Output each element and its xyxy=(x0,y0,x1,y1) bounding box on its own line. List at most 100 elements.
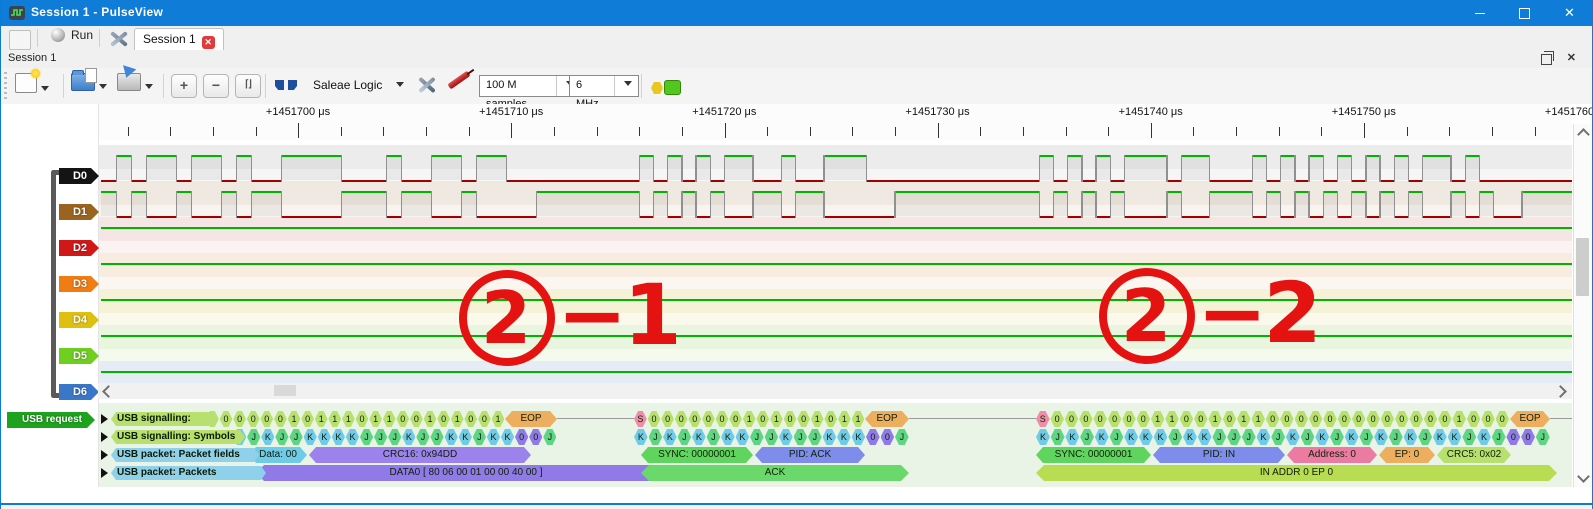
annotation-callout-1: 2 −1 xyxy=(459,266,699,374)
decode-field-cell: Data: 00 xyxy=(249,447,307,463)
decode-symbol-cell: J xyxy=(1418,429,1432,445)
decode-bit-cell: 0 xyxy=(1496,411,1510,427)
decode-bit-cell: 0 xyxy=(716,411,729,427)
decoder-group-label[interactable]: USB request xyxy=(7,412,95,428)
decode-symbol-cell: J xyxy=(430,429,443,445)
decode-symbol-cell: J xyxy=(808,429,822,445)
scroll-up-icon[interactable] xyxy=(1577,128,1590,141)
open-file-button[interactable] xyxy=(71,68,107,99)
dropdown-caret-icon[interactable] xyxy=(99,84,107,89)
trace-edge xyxy=(1166,155,1168,182)
trace-high-fill xyxy=(1252,157,1267,180)
trace-edge xyxy=(894,191,896,218)
ruler-tick-major xyxy=(724,123,726,138)
trace-high xyxy=(1379,191,1394,193)
trace-low xyxy=(1124,216,1167,218)
maximize-button[interactable] xyxy=(1502,0,1547,26)
close-button[interactable]: ✕ xyxy=(1564,5,1575,20)
trace-view[interactable]: +1451700 μs +1451710 μs +1451720 μs +145173… xyxy=(1,104,1592,487)
trace-high xyxy=(146,155,176,157)
channel-label-d1[interactable]: D1 xyxy=(59,204,99,220)
decode-symbol-cell: K xyxy=(1345,429,1359,445)
probe-button[interactable] xyxy=(447,70,475,99)
zoom-in-button[interactable]: + xyxy=(171,74,197,98)
trace-edge xyxy=(1123,191,1126,218)
ruler-tick-minor xyxy=(553,127,555,136)
time-ruler[interactable]: +1451700 μs +1451710 μs +1451720 μs +145173… xyxy=(98,104,1592,140)
zoom-out-button[interactable]: − xyxy=(203,74,229,98)
decode-bit-cell: 0 xyxy=(437,411,450,427)
run-button[interactable]: Run xyxy=(45,28,99,48)
trace-edge xyxy=(1251,191,1253,218)
trace-high-fill xyxy=(176,193,191,216)
dropdown-caret-icon[interactable] xyxy=(41,86,49,91)
decode-bit-cell: 1 xyxy=(424,411,437,427)
channel-label-d0[interactable]: D0 xyxy=(59,168,99,184)
configure-channels-button[interactable] xyxy=(415,73,441,99)
trace-edge xyxy=(115,155,117,182)
tab-label: Session 1 xyxy=(143,32,196,46)
ruler-label: +1451700 μs xyxy=(265,106,331,118)
trace-edge xyxy=(1208,155,1211,182)
dropdown-caret-icon[interactable] xyxy=(145,84,153,89)
trace-high-fill xyxy=(1408,193,1423,216)
trace-high-fill xyxy=(431,157,461,180)
scroll-down-icon[interactable] xyxy=(1577,470,1590,483)
trace-low xyxy=(866,180,1039,182)
decoder-row-expand-arrow[interactable] xyxy=(101,414,108,424)
cursor-flag-icon xyxy=(275,80,284,90)
vertical-scroll-thumb[interactable] xyxy=(1576,238,1589,296)
minimize-button[interactable] xyxy=(1457,0,1502,26)
ruler-label: +1451740 μs xyxy=(1118,106,1183,118)
channel-label-d5[interactable]: D5 xyxy=(59,348,99,364)
trace-high-fill xyxy=(1323,193,1338,216)
waveform-area[interactable]: DATA0 [ 80 06 00 01 00 00 40 00 ] Data: 0… xyxy=(98,140,1572,487)
decode-bit-cell: 0 xyxy=(1338,411,1352,427)
channel-label-d3[interactable]: D3 xyxy=(59,276,99,292)
decoder-row-expand-arrow[interactable] xyxy=(101,468,108,478)
channel-label-d6[interactable]: D6 xyxy=(59,384,99,400)
trace-high-fill xyxy=(1465,157,1480,180)
sample-count-combo[interactable]: 100 M samples xyxy=(479,75,581,110)
trace-high-fill xyxy=(1337,157,1352,180)
channel-label-d2[interactable]: D2 xyxy=(59,240,99,256)
zoom-fit-button[interactable]: ⌈⌋ xyxy=(235,74,261,98)
trace-high xyxy=(710,191,725,193)
settings-tools-icon[interactable] xyxy=(109,31,129,47)
trace-low xyxy=(795,180,824,182)
new-session-button[interactable] xyxy=(15,69,49,99)
decode-symbol-cell: J xyxy=(1389,429,1403,445)
save-file-button[interactable] xyxy=(117,65,153,99)
decode-symbol-cell: J xyxy=(649,429,663,445)
ruler-label: +1451730 μs xyxy=(905,106,970,118)
trace-high-fill xyxy=(146,157,176,180)
horizontal-scroll-thumb[interactable] xyxy=(274,385,296,396)
trace-high xyxy=(176,191,191,193)
tab-close-icon[interactable]: ✕ xyxy=(201,36,215,49)
channel-label-d4[interactable]: D4 xyxy=(59,312,99,328)
scroll-left-icon[interactable] xyxy=(102,385,115,398)
decoder-row-expand-arrow[interactable] xyxy=(101,450,108,460)
show-cursors-button[interactable] xyxy=(273,77,299,103)
close-session-icon[interactable]: ✕ xyxy=(1566,52,1576,64)
float-window-icon[interactable] xyxy=(1541,51,1554,65)
device-selector[interactable]: Saleae Logic xyxy=(313,78,405,104)
trace-edge xyxy=(145,191,147,218)
trace-edge xyxy=(1095,191,1097,218)
decode-bit-cell: 0 xyxy=(220,411,233,427)
trace-low xyxy=(752,180,781,182)
new-view-icon[interactable] xyxy=(9,30,31,55)
scroll-right-icon[interactable] xyxy=(1554,385,1567,398)
sample-rate-combo[interactable]: 6 MHz xyxy=(569,75,639,110)
trace-high-fill xyxy=(894,193,1039,216)
toolbar-grip[interactable] xyxy=(4,72,7,100)
horizontal-scrollbar[interactable] xyxy=(98,383,1572,399)
trace-low xyxy=(401,180,431,182)
decode-symbol-cell: J xyxy=(1242,429,1256,445)
decoder-row-expand-arrow[interactable] xyxy=(101,432,108,442)
vertical-scrollbar[interactable] xyxy=(1573,124,1591,487)
trace-edge xyxy=(280,155,282,182)
tab-session-1[interactable]: Session 1 ✕ xyxy=(134,28,224,51)
add-decoder-button[interactable] xyxy=(651,79,681,105)
